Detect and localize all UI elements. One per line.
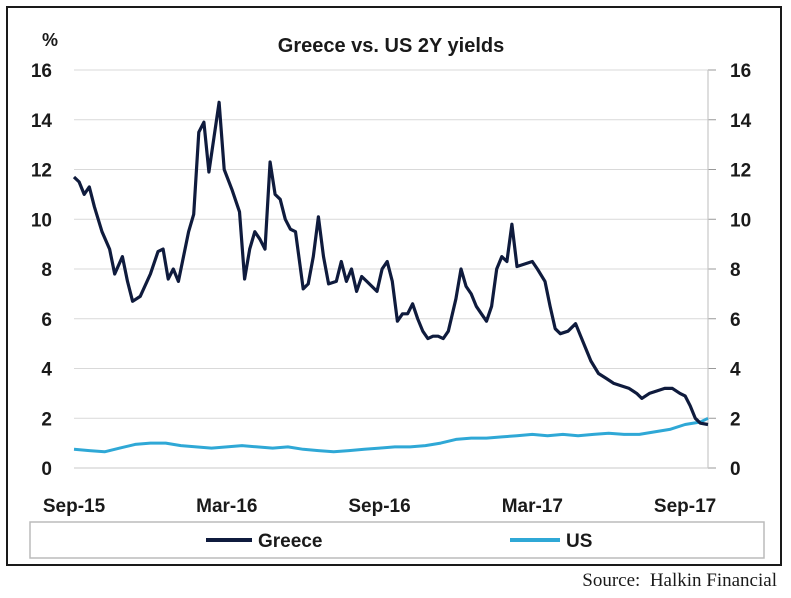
left-tick-label: 8 xyxy=(41,260,52,281)
right-tick-label: 2 xyxy=(730,409,741,430)
x-tick-label: Sep-16 xyxy=(348,496,410,517)
left-tick-label: 16 xyxy=(31,61,52,82)
chart-svg: Greece vs. US 2Y yields % 0246810121416 … xyxy=(29,30,765,559)
legend-greece-label: Greece xyxy=(258,531,322,552)
x-tick-label: Sep-15 xyxy=(43,496,106,517)
chart-title: Greece vs. US 2Y yields xyxy=(278,35,504,57)
right-tick-label: 14 xyxy=(730,111,752,132)
legend-us-label: US xyxy=(566,531,592,552)
x-tick-label: Mar-16 xyxy=(196,496,257,517)
right-tick-label: 0 xyxy=(730,459,741,480)
right-tick-label: 6 xyxy=(730,310,741,331)
legend-box xyxy=(29,521,765,559)
x-axis-ticks: Sep-15 Mar-16 Sep-16 Mar-17 Sep-17 xyxy=(43,496,716,517)
right-axis-ticks: 0 2 4 6 8 10 12 14 16 xyxy=(708,61,752,480)
x-tick-label: Sep-17 xyxy=(654,496,716,517)
right-tick-label: 16 xyxy=(730,61,751,82)
y-unit-label: % xyxy=(42,30,58,50)
left-tick-label: 0 xyxy=(41,459,52,480)
right-tick-label: 8 xyxy=(730,260,741,281)
grid-lines xyxy=(74,69,708,419)
left-tick-label: 6 xyxy=(41,310,52,331)
left-tick-label: 12 xyxy=(31,161,52,182)
left-tick-label: 4 xyxy=(41,360,52,381)
left-tick-label: 2 xyxy=(41,409,52,430)
chart-frame: Greece vs. US 2Y yields % 0 2 4 6 8 10 12 14 16 … xyxy=(6,6,782,566)
x-tick-label: Mar-17 xyxy=(502,496,563,517)
left-axis-ticks: 0 2 4 6 8 10 12 14 16 xyxy=(31,61,53,480)
right-tick-label: 10 xyxy=(730,210,751,231)
source-note: Source: Halkin Financial xyxy=(582,570,777,591)
right-tick-label: 4 xyxy=(730,360,741,381)
left-tick-label: 10 xyxy=(31,210,52,231)
right-tick-label: 12 xyxy=(730,161,751,182)
series-us-line xyxy=(73,416,709,454)
left-tick-label: 14 xyxy=(31,111,53,132)
series-greece-line xyxy=(72,100,709,427)
